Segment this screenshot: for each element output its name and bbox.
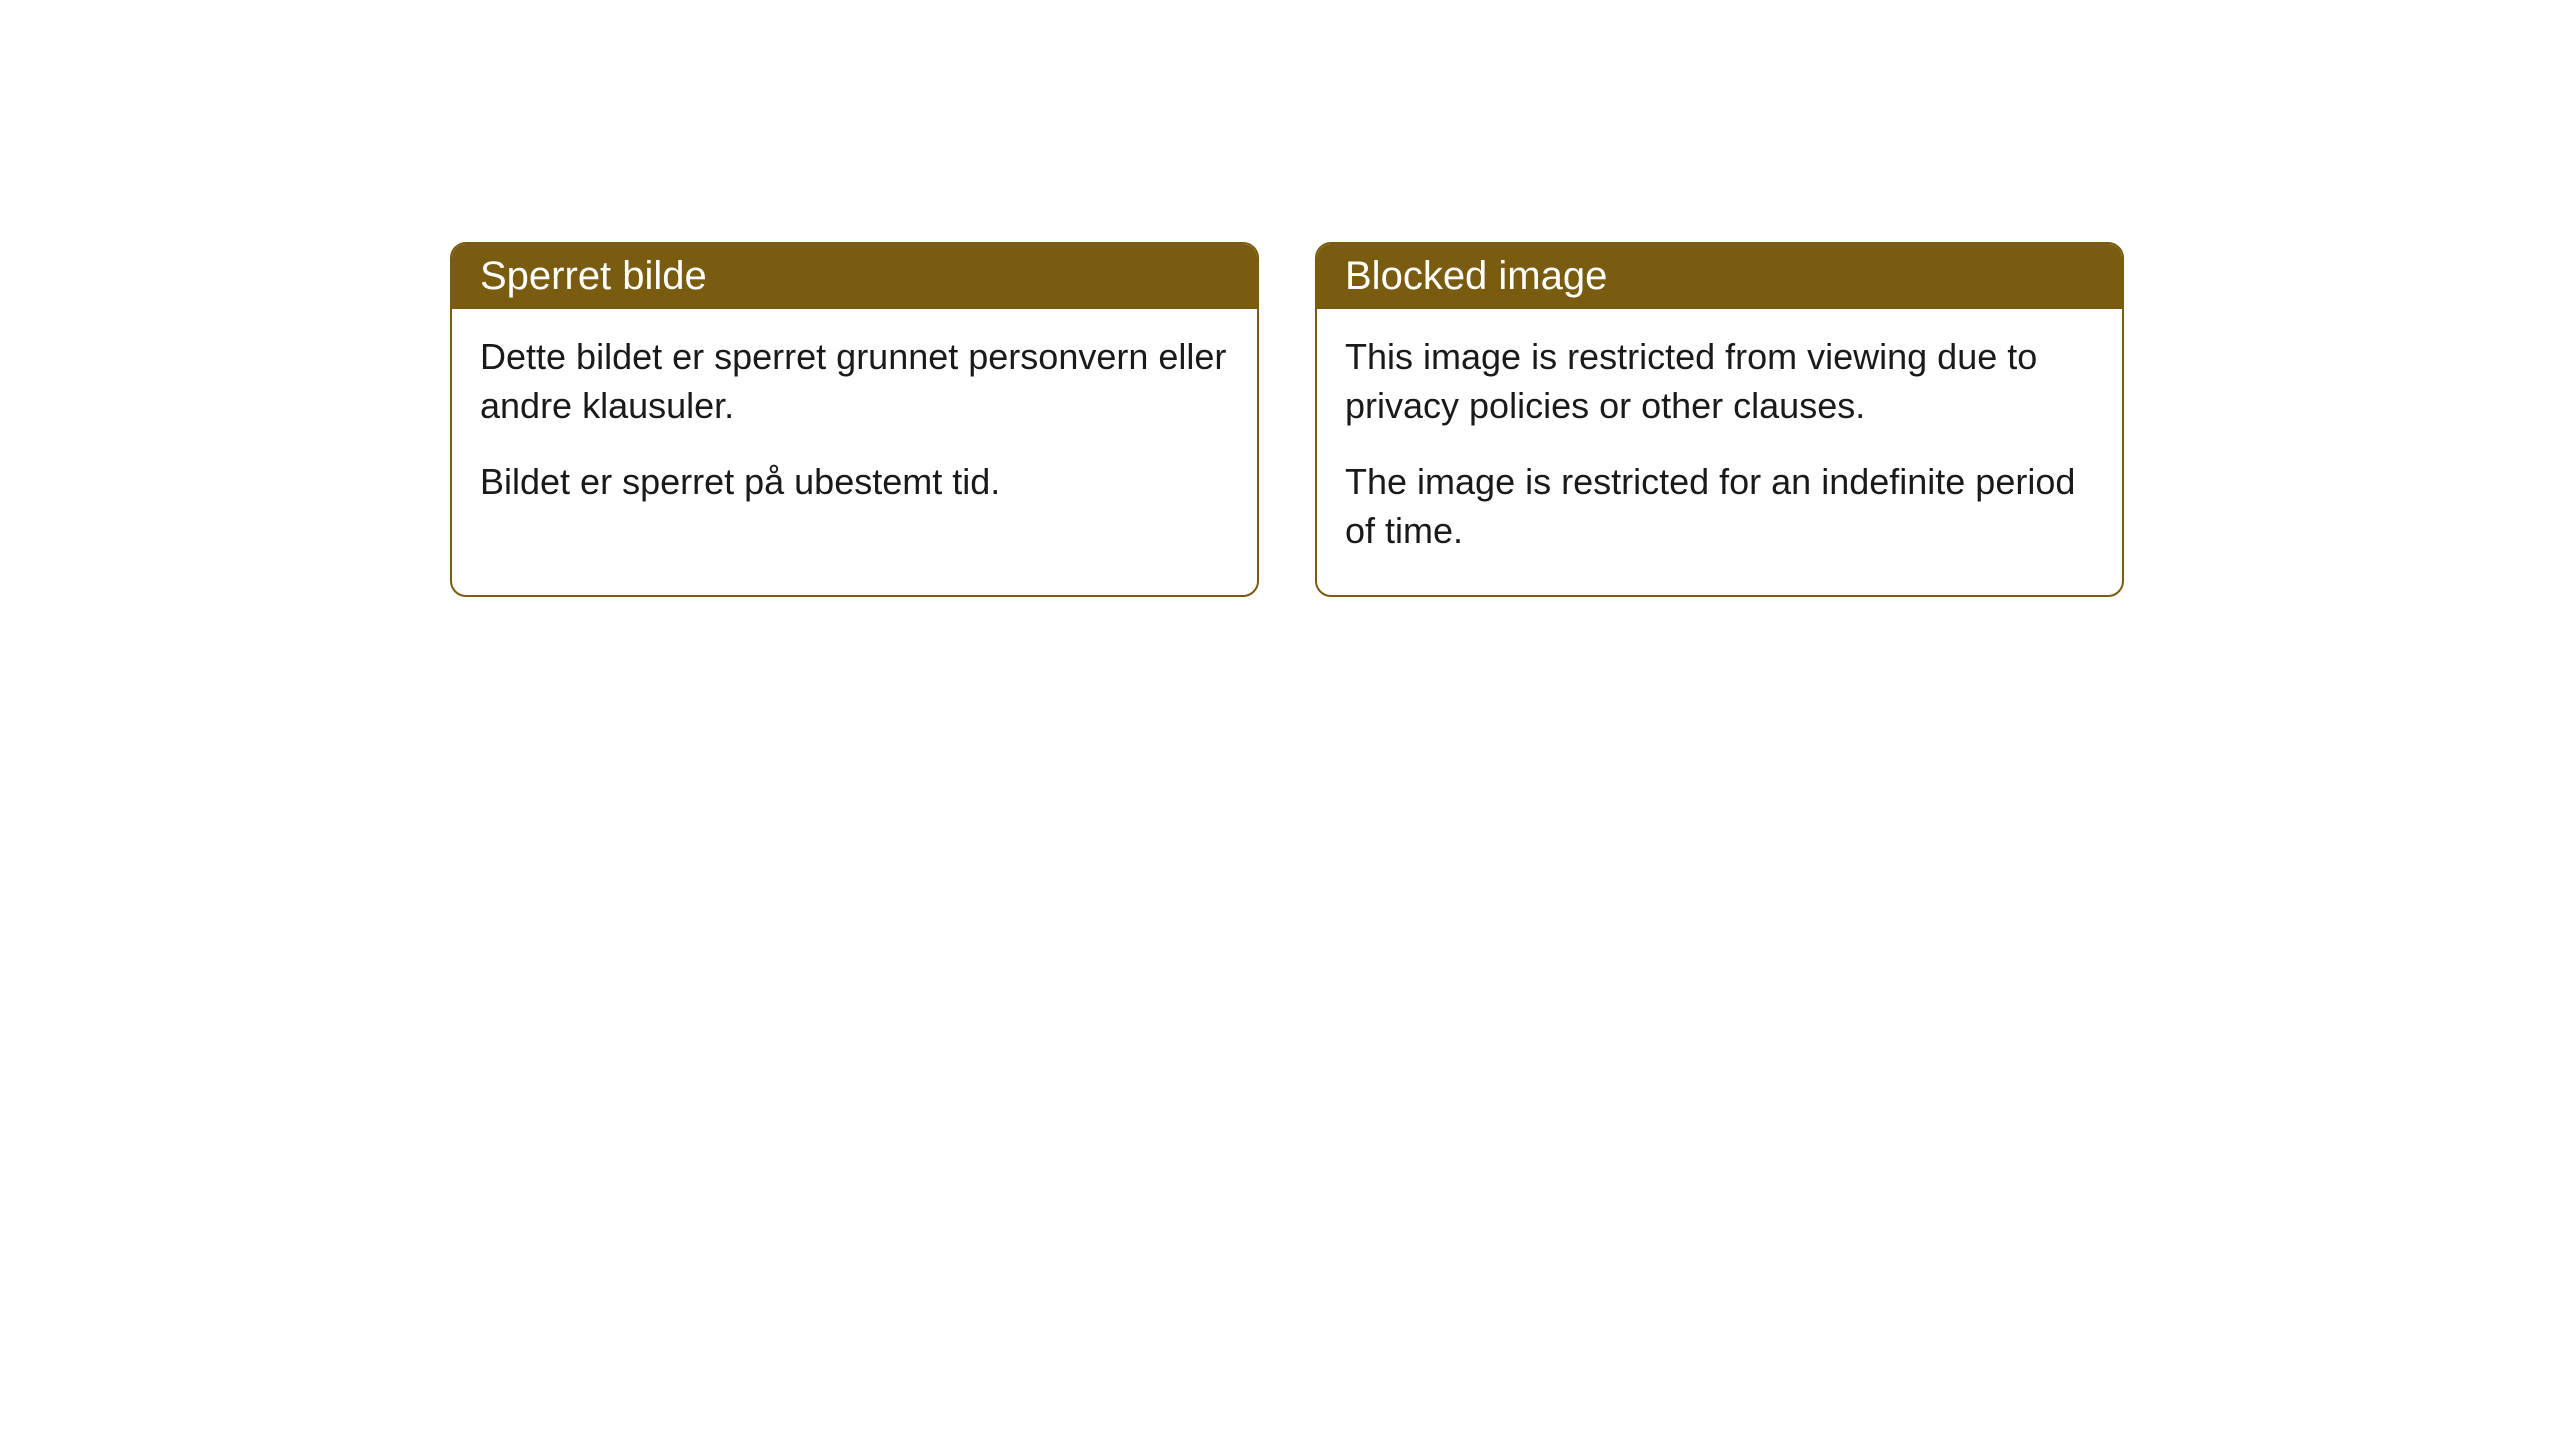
- notice-container: Sperret bilde Dette bildet er sperret gr…: [450, 242, 2124, 597]
- notice-body: Dette bildet er sperret grunnet personve…: [452, 309, 1257, 547]
- notice-paragraph: This image is restricted from viewing du…: [1345, 333, 2094, 430]
- notice-header: Blocked image: [1317, 244, 2122, 309]
- notice-card-norwegian: Sperret bilde Dette bildet er sperret gr…: [450, 242, 1259, 597]
- notice-paragraph: The image is restricted for an indefinit…: [1345, 458, 2094, 555]
- notice-header: Sperret bilde: [452, 244, 1257, 309]
- notice-title: Blocked image: [1345, 254, 1607, 298]
- notice-paragraph: Bildet er sperret på ubestemt tid.: [480, 458, 1229, 507]
- notice-paragraph: Dette bildet er sperret grunnet personve…: [480, 333, 1229, 430]
- notice-body: This image is restricted from viewing du…: [1317, 309, 2122, 595]
- notice-card-english: Blocked image This image is restricted f…: [1315, 242, 2124, 597]
- notice-title: Sperret bilde: [480, 254, 707, 298]
